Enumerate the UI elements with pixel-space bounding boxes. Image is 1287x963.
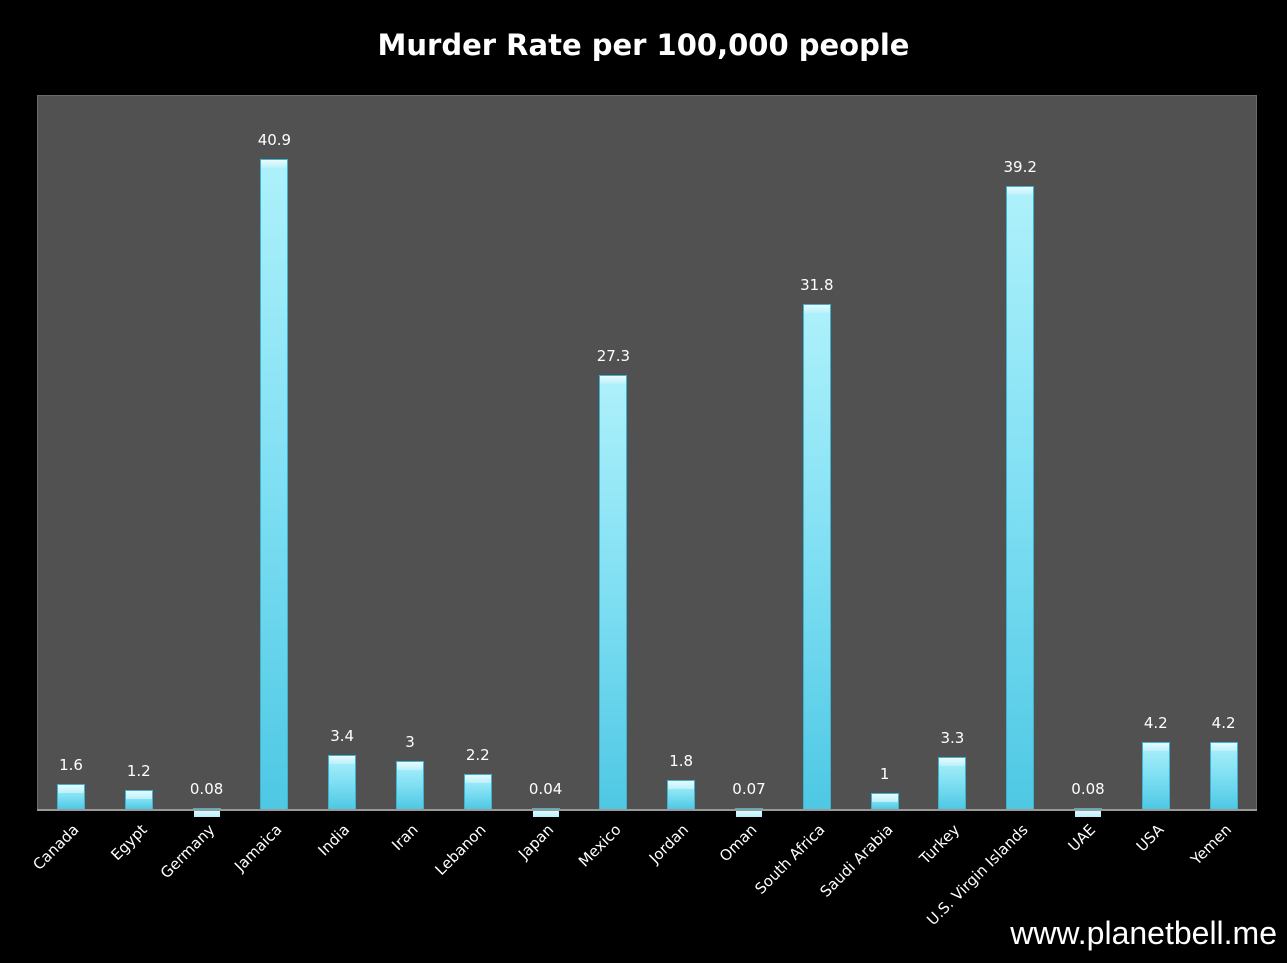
- bar: [1074, 807, 1102, 815]
- bar: [57, 783, 85, 809]
- data-label: 0.07: [732, 779, 766, 798]
- x-tick-label: Egypt: [107, 820, 151, 864]
- x-tick-label: Yemen: [1186, 820, 1235, 869]
- x-tick-label: Jordan: [645, 820, 693, 868]
- bar: [735, 807, 763, 815]
- bar: [667, 780, 696, 809]
- data-label: 31.8: [800, 275, 834, 294]
- bar: [599, 375, 628, 809]
- data-label: 1.6: [59, 755, 83, 774]
- data-label: 4.2: [1211, 714, 1236, 733]
- x-tick-label: Jamaica: [231, 820, 286, 876]
- data-label: 1: [879, 765, 890, 784]
- bar: [124, 789, 153, 809]
- bar: [870, 793, 899, 809]
- data-label: 3: [405, 733, 415, 752]
- bar: [802, 303, 831, 809]
- x-tick-label: Iran: [388, 820, 422, 855]
- bar: [1209, 742, 1238, 809]
- x-tick-label: India: [314, 820, 354, 860]
- bar: [463, 774, 492, 809]
- x-tick-label: Mexico: [575, 820, 626, 871]
- bar: [260, 159, 289, 809]
- bar: [938, 756, 967, 809]
- bar: [1006, 186, 1035, 809]
- x-tick-label: Oman: [715, 820, 761, 866]
- data-label: 0.08: [1071, 779, 1105, 798]
- data-label: 2.2: [465, 746, 490, 765]
- x-tick-label: USA: [1132, 820, 1168, 856]
- data-label: 4.2: [1143, 714, 1168, 733]
- bar: [192, 807, 221, 815]
- watermark: www.planetbell.me: [1010, 915, 1277, 951]
- data-label: 3.4: [330, 726, 355, 745]
- bar: [531, 807, 560, 815]
- chart-title: Murder Rate per 100,000 people: [377, 28, 910, 62]
- data-label: 40.9: [257, 131, 292, 149]
- data-label: 27.3: [596, 347, 631, 366]
- x-tick-label: Lebanon: [431, 820, 490, 879]
- data-label: 39.2: [1003, 158, 1037, 177]
- plot-area: 1.6 1.2 0.08 40.9 3.4 3 2.2 0.04 27.3 1.8 0.07 31.8…: [37, 95, 1257, 815]
- x-tick-label: Japan: [514, 820, 557, 863]
- bar: [1141, 742, 1170, 809]
- bar: [396, 761, 424, 809]
- data-label: 0.08: [189, 779, 224, 798]
- data-label: 1.2: [126, 761, 151, 780]
- data-label: 0.04: [528, 779, 563, 798]
- x-axis-line: [37, 809, 1257, 811]
- data-label: 1.8: [669, 752, 694, 771]
- data-label: 3.3: [940, 728, 965, 747]
- x-tick-label: Canada: [29, 820, 83, 874]
- x-tick-label: Germany: [156, 820, 218, 883]
- bar: [328, 754, 357, 809]
- x-tick-label: Turkey: [916, 820, 964, 868]
- x-tick-label: UAE: [1064, 820, 1100, 856]
